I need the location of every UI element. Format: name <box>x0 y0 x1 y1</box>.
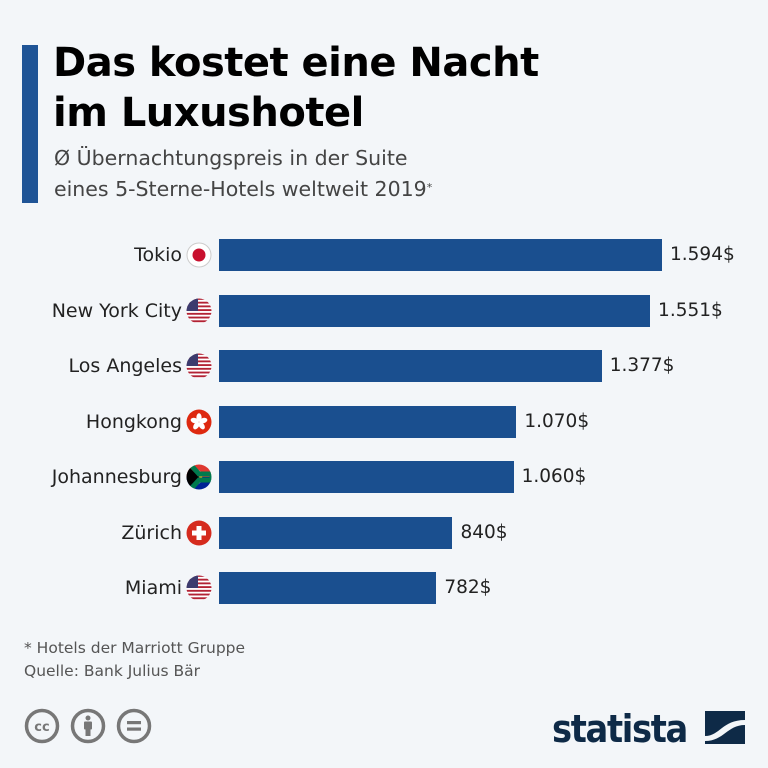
chart-row: Los Angeles 1.377$ <box>0 350 768 382</box>
logo-wordmark: statista <box>552 707 687 750</box>
category-label: Tokio <box>134 244 182 266</box>
hongkong-flag-icon <box>186 409 212 434</box>
footer-notes: * Hotels der Marriott Gruppe Quelle: Ban… <box>24 637 245 683</box>
source: Quelle: Bank Julius Bär <box>24 662 201 680</box>
bar <box>219 516 453 549</box>
title-accent-bar <box>22 45 38 203</box>
category-label: Johannesburg <box>51 466 182 488</box>
subtitle-line-1: Ø Übernachtungspreis in der Suite <box>54 146 408 170</box>
value-label: 1.070$ <box>524 410 590 432</box>
subtitle: Ø Übernachtungspreis in der Suite eines … <box>54 143 754 205</box>
svg-text:cc: cc <box>34 720 49 735</box>
category-label: Hongkong <box>85 410 182 433</box>
usa-flag-icon <box>186 353 212 379</box>
bar <box>219 461 514 493</box>
bar <box>219 405 517 438</box>
chart-row: New York City 1.551$ <box>0 294 768 327</box>
chart-row: Miami 782$ <box>0 572 768 604</box>
category-label: Miami <box>124 577 182 599</box>
title-line-2: im Luxushotel <box>53 90 364 136</box>
logo-mark-icon <box>705 711 745 744</box>
cc-icon[interactable]: cc <box>24 708 60 744</box>
statista-logo[interactable]: statista <box>552 700 752 750</box>
usa-flag-icon <box>186 298 212 323</box>
subtitle-footnote-mark: * <box>426 181 433 194</box>
category-label: Zürich <box>121 521 182 544</box>
page-title: Das kostet eine Nacht im Luxushotel <box>53 38 753 138</box>
bar <box>219 350 602 382</box>
value-label: 1.594$ <box>670 244 735 265</box>
bar <box>219 572 437 604</box>
japan-flag-icon <box>186 242 212 268</box>
switzerland-flag-icon <box>186 520 212 545</box>
category-label: New York City <box>51 299 182 322</box>
title-line-1: Das kostet eine Nacht <box>53 40 539 86</box>
value-label: 1.551$ <box>658 299 723 321</box>
value-label: 782$ <box>444 577 492 598</box>
bar <box>219 239 662 271</box>
subtitle-line-2: eines 5-Sterne-Hotels weltweit 2019* <box>54 174 754 205</box>
south-africa-flag-icon <box>186 464 212 490</box>
value-label: 1.377$ <box>609 355 675 376</box>
value-label: 840$ <box>460 521 508 543</box>
chart-row: Hongkong 1.070$ <box>0 405 768 438</box>
chart-row: Tokio 1.594$ <box>0 239 768 271</box>
category-label: Los Angeles <box>68 355 182 377</box>
bar <box>219 294 651 327</box>
subtitle-line-2-text: eines 5-Sterne-Hotels weltweit 2019 <box>54 177 427 201</box>
chart-row: Johannesburg 1.060$ <box>0 461 768 493</box>
usa-flag-icon <box>186 575 212 601</box>
chart-row: Zürich 840$ <box>0 516 768 549</box>
footnote: * Hotels der Marriott Gruppe <box>24 639 246 657</box>
no-derivatives-icon[interactable] <box>116 708 152 744</box>
attribution-icon[interactable] <box>70 708 106 744</box>
value-label: 1.060$ <box>521 466 587 487</box>
